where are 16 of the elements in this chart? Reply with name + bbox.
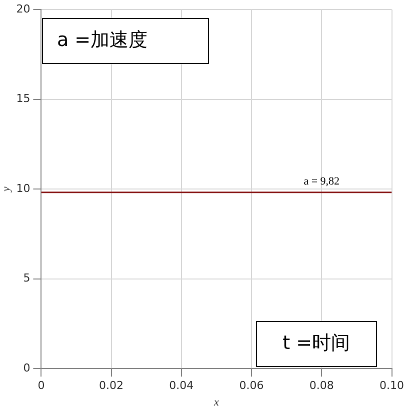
x-tick-label: 0.10 (380, 379, 404, 392)
x-tick-label: 0.02 (99, 379, 124, 392)
text-box: t =时间 (256, 321, 377, 367)
y-tick-label: 20 (16, 2, 30, 16)
x-tick-label: 0 (38, 379, 45, 392)
x-tick-label: 0.08 (309, 379, 334, 392)
x-tick-label: 0.04 (169, 379, 194, 392)
annotation: a = 9,82 (304, 176, 340, 188)
y-tick-label: 10 (16, 182, 30, 195)
x-axis-title: x (213, 396, 220, 408)
y-tick-label: 15 (16, 92, 30, 106)
y-tick-label: 5 (23, 272, 30, 285)
text-box: a =加速度 (42, 18, 209, 64)
x-tick-label: 0.06 (239, 379, 264, 392)
y-tick-label: 0 (23, 361, 30, 374)
y-axis-title: y (0, 186, 12, 193)
